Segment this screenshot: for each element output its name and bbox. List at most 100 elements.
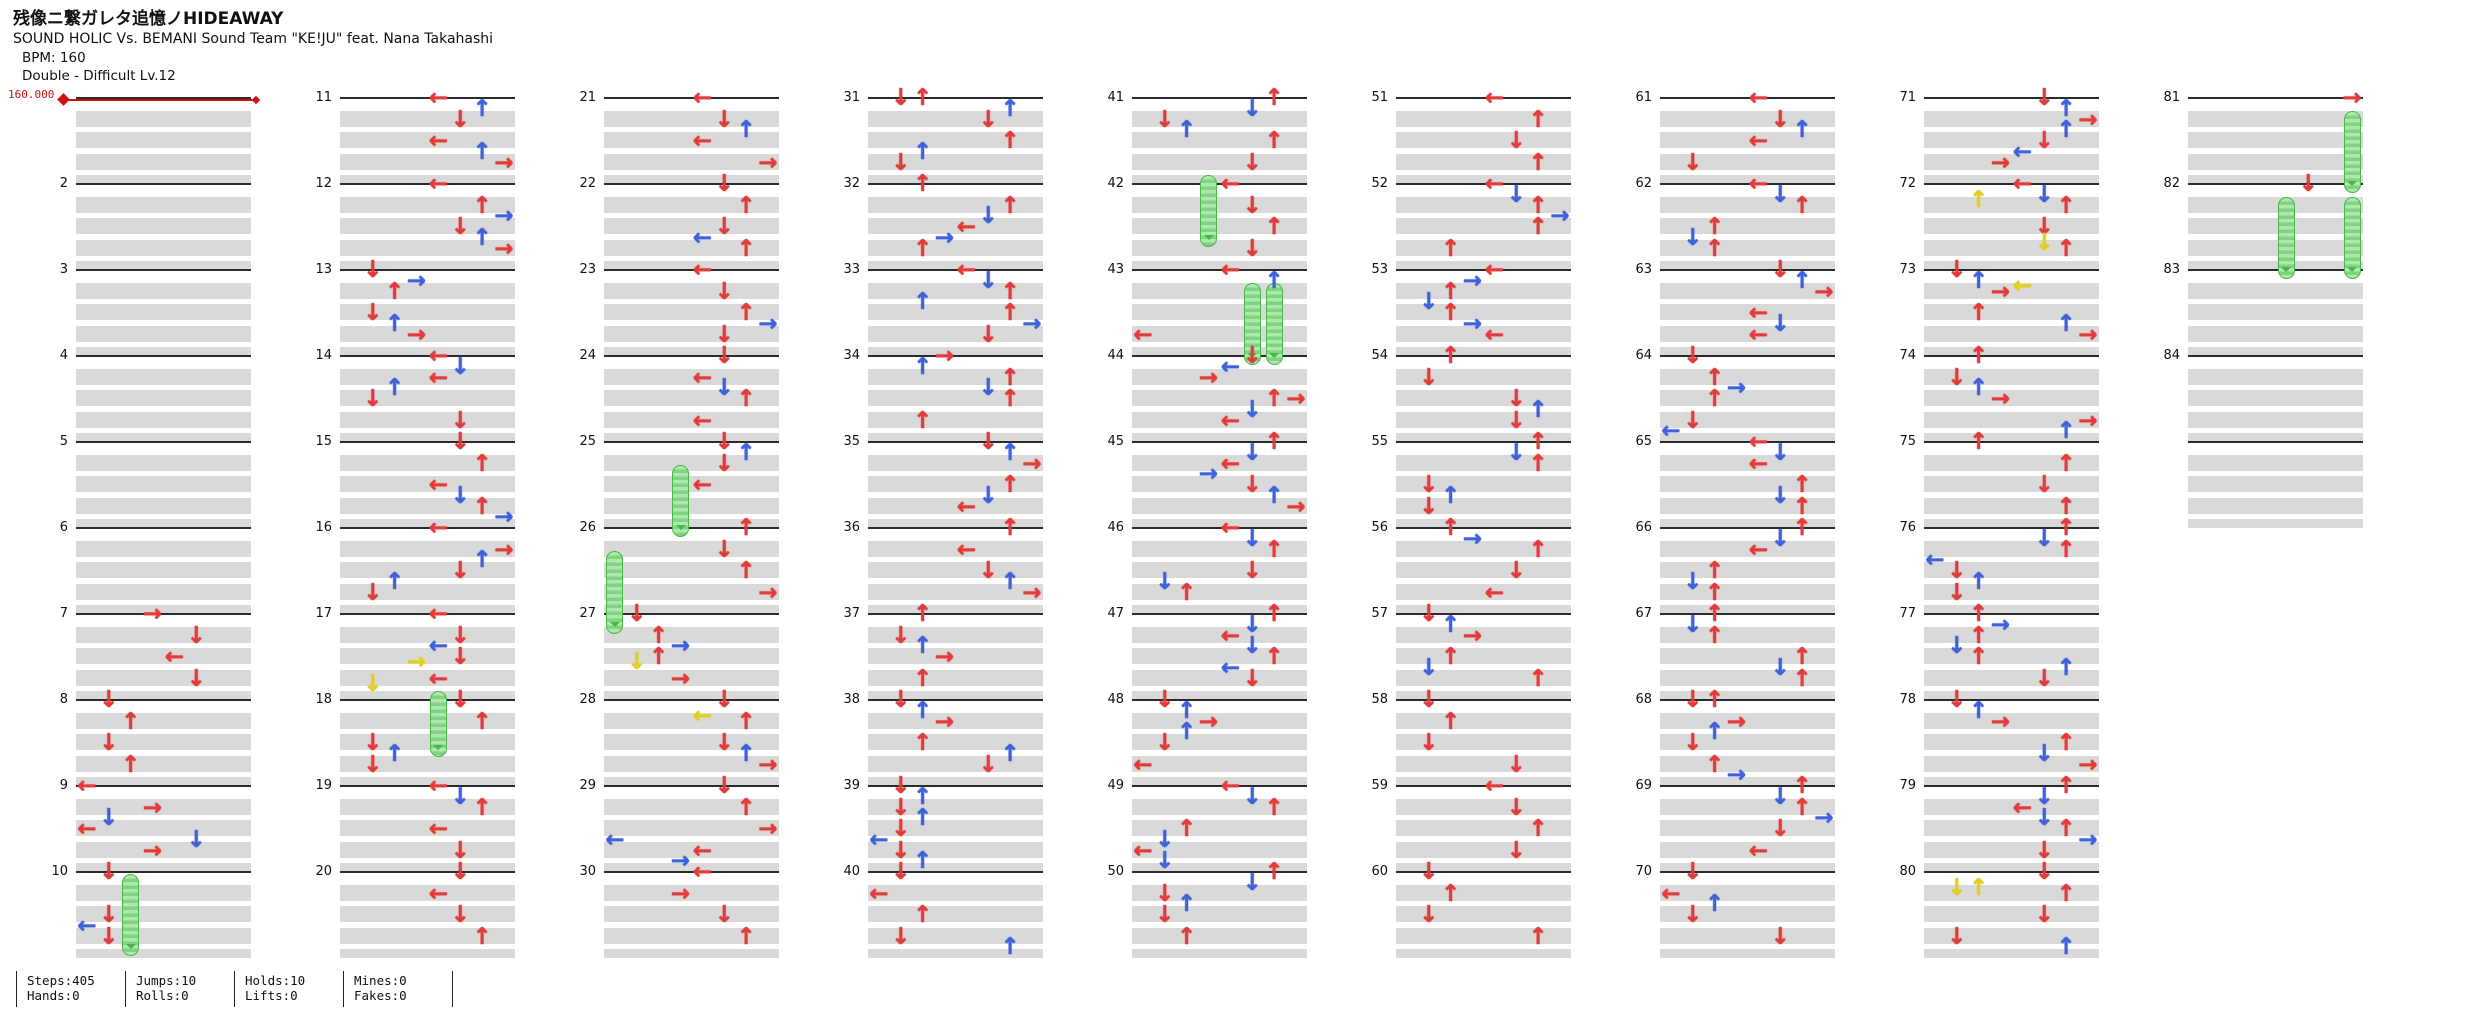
beat-band — [1924, 949, 2099, 958]
note-arrow-up: ↑ — [1792, 493, 1812, 520]
note-arrow-up: ↑ — [736, 192, 756, 219]
beat-band — [868, 196, 1043, 213]
note-arrow-left: ← — [869, 880, 889, 907]
beat-band — [76, 304, 251, 321]
note-arrow-up: ↑ — [472, 192, 492, 219]
note-arrow-up: ↑ — [736, 794, 756, 821]
measure-number: 26 — [579, 520, 596, 535]
measure-line — [1132, 97, 1307, 99]
note-arrow-right: → — [494, 149, 514, 176]
note-arrow-up: ↑ — [121, 708, 141, 735]
beat-band — [340, 540, 515, 557]
measure-number: 48 — [1107, 692, 1124, 707]
note-arrow-up: ↑ — [1705, 386, 1725, 412]
beat-band — [1132, 712, 1307, 729]
beat-band — [1924, 132, 2099, 149]
measure-line — [340, 269, 515, 271]
beat-band — [76, 605, 251, 614]
measure-number: 6 — [59, 520, 68, 535]
beat-band — [1132, 884, 1307, 901]
measure-number: 12 — [315, 176, 332, 191]
note-arrow-up: ↑ — [1264, 794, 1284, 821]
note-arrow-up: ↑ — [472, 794, 492, 821]
measure-line — [1132, 527, 1307, 529]
beat-band — [1132, 282, 1307, 299]
beat-band — [1396, 669, 1571, 686]
measure-line — [1132, 269, 1307, 271]
beat-band — [1132, 411, 1307, 428]
note-arrow-up: ↑ — [1000, 364, 1020, 391]
measure-line — [2188, 355, 2363, 357]
beat-band — [1396, 927, 1571, 944]
note-arrow-down: ↓ — [1155, 826, 1175, 853]
measure-line — [604, 183, 779, 185]
beat-band — [868, 325, 1043, 342]
beat-band — [340, 175, 515, 184]
note-arrow-left: ← — [428, 816, 449, 842]
note-arrow-down: ↓ — [714, 687, 734, 713]
beat-band — [604, 368, 779, 385]
note-arrow-left: ← — [1133, 751, 1153, 778]
beat-band — [76, 153, 251, 170]
beat-band — [340, 261, 515, 270]
note-arrow-down: ↓ — [1506, 181, 1526, 208]
note-arrow-down: ↓ — [450, 429, 470, 455]
beat-band — [1924, 175, 2099, 184]
note-arrow-up: ↑ — [1441, 300, 1461, 326]
beat-band — [1924, 884, 2099, 901]
measure-line — [604, 527, 779, 529]
note-arrow-down: ↓ — [1770, 257, 1790, 283]
beat-band — [76, 325, 251, 342]
beat-band — [1924, 218, 2099, 235]
note-arrow-down: ↓ — [1242, 869, 1262, 896]
note-arrow-right: → — [758, 816, 778, 842]
note-arrow-up: ↑ — [1000, 515, 1020, 541]
note-arrow-up: ↑ — [2056, 310, 2076, 337]
measure-line — [1132, 699, 1307, 701]
beat-band — [1924, 110, 2099, 127]
note-arrow-up: ↑ — [1705, 558, 1725, 584]
beat-band — [1132, 454, 1307, 471]
note-arrow-left: ← — [956, 536, 977, 563]
note-arrow-left: ← — [1133, 837, 1153, 864]
beat-band — [340, 347, 515, 356]
beat-band — [1132, 777, 1307, 786]
note-arrow-down: ↓ — [363, 670, 383, 697]
beat-band — [76, 497, 251, 514]
note-arrow-down: ↓ — [714, 773, 734, 799]
note-arrow-up: ↑ — [472, 95, 492, 122]
measure-line — [1396, 871, 1571, 873]
note-arrow-up: ↑ — [472, 547, 492, 574]
note-arrow-left: ← — [2012, 171, 2033, 197]
note-arrow-down: ↓ — [450, 353, 470, 380]
beat-band — [1924, 497, 2099, 514]
beat-band — [1660, 755, 1835, 772]
note-arrow-up: ↑ — [472, 450, 492, 477]
note-arrow-left: ← — [428, 472, 449, 498]
note-arrow-up: ↑ — [1969, 429, 1989, 455]
measure-number: 17 — [315, 606, 332, 621]
stat-rolls: Rolls:0 — [136, 988, 189, 1003]
note-arrow-left: ← — [1220, 773, 1241, 799]
beat-band — [1924, 282, 2099, 299]
beat-band — [604, 949, 779, 958]
beat-band — [340, 734, 515, 751]
note-arrow-up: ↑ — [1705, 235, 1725, 262]
measure-line — [604, 785, 779, 787]
note-arrow-down: ↓ — [1506, 558, 1526, 584]
note-arrow-down: ↓ — [1683, 611, 1703, 638]
measure-line — [1924, 269, 2099, 271]
note-arrow-up: ↑ — [1969, 622, 1989, 649]
note-arrow-down: ↓ — [1770, 783, 1790, 810]
beat-band — [604, 390, 779, 407]
note-arrow-up: ↑ — [1969, 568, 1989, 595]
beat-band — [1924, 562, 2099, 579]
beat-band — [1396, 820, 1571, 837]
note-arrow-up: ↑ — [913, 697, 933, 724]
measure-number: 66 — [1635, 520, 1652, 535]
note-arrow-left: ← — [2012, 794, 2033, 821]
beat-band — [1924, 777, 2099, 786]
beat-band — [1924, 476, 2099, 493]
note-arrow-down: ↓ — [1947, 633, 1967, 660]
measure-line — [604, 871, 779, 873]
